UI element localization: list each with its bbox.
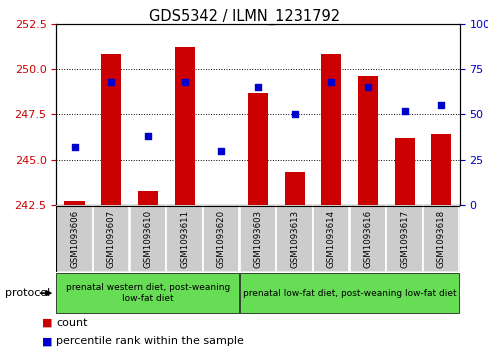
Point	[253, 84, 261, 90]
Point	[70, 144, 78, 150]
Bar	[138, 191, 158, 205]
Text: protocol: protocol	[5, 288, 50, 298]
Point	[107, 79, 115, 85]
Bar	[284, 172, 304, 205]
FancyBboxPatch shape	[56, 206, 93, 272]
Text: GSM1093620: GSM1093620	[216, 209, 225, 268]
Text: GDS5342 / ILMN_1231792: GDS5342 / ILMN_1231792	[149, 9, 339, 25]
Text: GSM1093617: GSM1093617	[399, 209, 408, 268]
Text: GSM1093616: GSM1093616	[363, 209, 372, 268]
Text: GSM1093606: GSM1093606	[70, 209, 79, 268]
Text: GSM1093607: GSM1093607	[106, 209, 116, 268]
Text: GSM1093611: GSM1093611	[180, 209, 189, 268]
Text: GSM1093603: GSM1093603	[253, 209, 262, 268]
Text: GSM1093610: GSM1093610	[143, 209, 152, 268]
Point	[326, 79, 334, 85]
FancyBboxPatch shape	[166, 206, 203, 272]
Point	[217, 148, 224, 154]
Text: count: count	[56, 318, 87, 328]
Text: GSM1093618: GSM1093618	[436, 209, 445, 268]
Point	[180, 79, 188, 85]
Point	[363, 84, 371, 90]
FancyBboxPatch shape	[93, 206, 129, 272]
Text: prenatal western diet, post-weaning
low-fat diet: prenatal western diet, post-weaning low-…	[66, 284, 229, 303]
Text: GSM1093613: GSM1093613	[289, 209, 299, 268]
Bar	[321, 54, 341, 205]
Bar	[357, 76, 377, 205]
FancyBboxPatch shape	[349, 206, 386, 272]
FancyBboxPatch shape	[239, 273, 459, 313]
Point	[400, 108, 407, 114]
FancyBboxPatch shape	[56, 273, 239, 313]
Point	[436, 102, 444, 108]
Bar	[64, 201, 84, 205]
FancyBboxPatch shape	[203, 206, 239, 272]
Text: ■: ■	[41, 318, 52, 328]
FancyBboxPatch shape	[312, 206, 349, 272]
FancyBboxPatch shape	[239, 206, 276, 272]
FancyBboxPatch shape	[386, 206, 422, 272]
Text: GSM1093614: GSM1093614	[326, 209, 335, 268]
Text: ■: ■	[41, 336, 52, 346]
Point	[143, 133, 151, 139]
Bar	[174, 47, 194, 205]
Bar	[101, 54, 121, 205]
FancyBboxPatch shape	[276, 206, 312, 272]
Text: prenatal low-fat diet, post-weaning low-fat diet: prenatal low-fat diet, post-weaning low-…	[243, 289, 455, 298]
Bar	[394, 138, 414, 205]
FancyBboxPatch shape	[129, 206, 166, 272]
FancyBboxPatch shape	[422, 206, 459, 272]
Bar	[430, 134, 450, 205]
Text: percentile rank within the sample: percentile rank within the sample	[56, 336, 244, 346]
Point	[290, 111, 298, 117]
Bar	[247, 93, 267, 205]
